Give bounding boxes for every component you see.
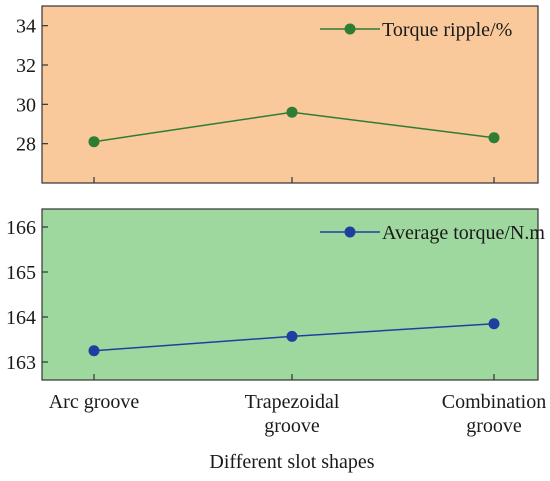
- data-point: [88, 136, 100, 148]
- x-tick-label-line: groove: [264, 415, 320, 437]
- y-tick-label: 28: [16, 134, 36, 156]
- data-point: [88, 345, 100, 357]
- x-tick-label-line: Arc groove: [49, 391, 140, 413]
- x-tick-label: Trapezoidal groove: [245, 391, 340, 437]
- y-tick-label: 34: [16, 16, 36, 38]
- x-tick-label: Combination groove: [442, 391, 546, 437]
- chart-panels: 28 30 32 34 Torque ripple/% 163 164 165 166 Avera…: [6, 5, 545, 381]
- legend-marker: [344, 23, 356, 35]
- legend-label: Torque ripple/%: [382, 19, 512, 41]
- y-tick-label: 163: [6, 352, 36, 374]
- panel-1: 28 30 32 34 Torque ripple/%: [16, 5, 539, 184]
- y-tick-label: 30: [16, 94, 36, 116]
- y-tick-label: 165: [6, 262, 36, 284]
- legend-marker: [344, 226, 356, 238]
- x-axis-title: Different slot shapes: [209, 451, 374, 473]
- data-point: [488, 132, 500, 144]
- plot-area: [41, 208, 539, 381]
- x-tick-label-line: Trapezoidal: [245, 391, 340, 413]
- y-tick-label: 166: [6, 217, 36, 239]
- x-tick-label: Arc groove: [49, 391, 140, 413]
- data-point: [488, 318, 500, 330]
- data-point: [286, 330, 298, 342]
- y-tick-label: 32: [16, 55, 36, 77]
- x-tick-label-line: Combination: [442, 391, 546, 413]
- plot-area: [41, 5, 539, 184]
- y-tick-label: 164: [6, 307, 36, 329]
- x-tick-label-line: groove: [466, 415, 522, 437]
- data-point: [286, 106, 298, 118]
- panel-2: 163 164 165 166 Average torque/N.m: [6, 208, 545, 381]
- legend-label: Average torque/N.m: [382, 222, 545, 244]
